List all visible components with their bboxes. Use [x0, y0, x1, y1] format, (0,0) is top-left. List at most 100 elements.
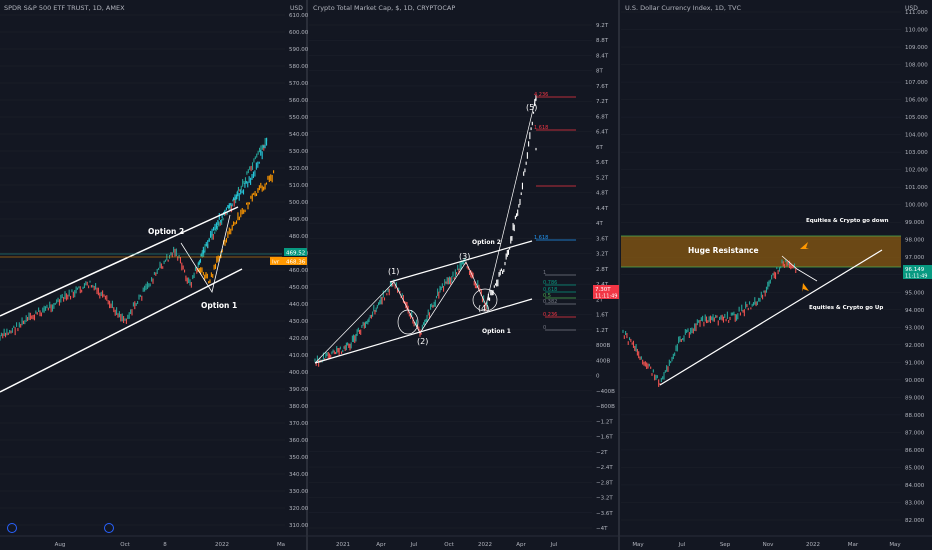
y-tick-label: 8T	[596, 69, 603, 75]
x-tick-label: Nov	[763, 542, 774, 548]
y-tick-label: 6.4T	[596, 130, 609, 136]
price-tag-red: 7.30T 11:11:49	[593, 285, 619, 300]
y-tick-label: 3.6T	[596, 236, 609, 242]
fib-level-label: 1.618	[534, 125, 548, 131]
y-tick-label: 0	[596, 374, 600, 380]
panel-dxy[interactable]: U.S. Dollar Currency Index, 1D, TVC USD …	[621, 4, 932, 548]
y-tick-label: 107.000	[905, 80, 928, 86]
y-tick-label: 101.000	[905, 185, 928, 191]
y-tick-label: 89.000	[905, 395, 925, 401]
x-tick-label: Apr	[376, 542, 386, 548]
fib-level-label: 0.382	[543, 299, 557, 305]
currency-label: USD	[905, 5, 918, 12]
y-tick-label: 450.00	[289, 285, 309, 291]
svg-text:Ivr: Ivr	[272, 260, 280, 266]
y-tick-label: −1.2T	[596, 419, 613, 425]
resistance-zone[interactable]	[621, 236, 901, 267]
x-tick-label: Ma	[277, 542, 285, 548]
y-tick-label: 83.000	[905, 500, 925, 506]
wave-highlight-circle	[472, 288, 498, 312]
y-tick-label: 103.000	[905, 150, 928, 156]
lower-channel-line[interactable]	[0, 268, 243, 393]
y-tick-label: 520.00	[289, 166, 309, 172]
y-tick-label: 480.00	[289, 234, 309, 240]
y-tick-label: 87.000	[905, 430, 925, 436]
clock-icon[interactable]	[7, 523, 17, 533]
x-tick-label: Aug	[55, 542, 66, 548]
annotation-option-2: Option 2	[472, 239, 501, 246]
y-axis[interactable]: 111.000 110.000 109.000 108.000 107.000 106.0…	[621, 10, 928, 524]
y-tick-label: 5.2T	[596, 175, 609, 181]
x-tick-label: Oct	[120, 542, 130, 548]
y-tick-label: 100.000	[905, 203, 928, 209]
x-tick-label: May	[632, 542, 644, 548]
x-tick-label: 2022	[215, 542, 229, 548]
price-tag-green: 96.149 11:11:49	[903, 265, 932, 280]
y-axis[interactable]: 610.00 600.00 590.00 580.00 570.00 560.00 550.…	[0, 13, 309, 529]
fib-level-label: 0.618	[543, 287, 557, 293]
x-axis[interactable]: Aug Oct 8 2022 Ma	[55, 542, 285, 548]
fib-level-label: 1.618	[534, 235, 548, 241]
panel-spy[interactable]: SPDR S&P 500 ETF TRUST, 1D, AMEX USD 610…	[0, 4, 309, 548]
y-tick-label: −800B	[596, 404, 615, 410]
price-series	[0, 137, 275, 341]
panel-title: SPDR S&P 500 ETF TRUST, 1D, AMEX	[4, 4, 125, 12]
y-tick-label: 580.00	[289, 64, 309, 70]
x-axis[interactable]: 2021 Apr Jul Oct 2022 Apr Jul	[336, 542, 558, 548]
y-tick-label: 94.000	[905, 308, 925, 314]
arrow-up-icon	[800, 242, 809, 249]
x-tick-label: Apr	[516, 542, 526, 548]
fib-level-label: 4.236	[534, 92, 548, 98]
fib-level-label: 0.236	[543, 312, 557, 318]
annotation-go-up: Equities & Crypto go Up	[809, 305, 883, 311]
x-tick-label: 2021	[336, 542, 350, 548]
x-tick-label: Jul	[410, 542, 418, 548]
x-tick-label: Oct	[444, 542, 454, 548]
lower-trend-line[interactable]	[314, 298, 533, 364]
svg-text:7.30T: 7.30T	[595, 287, 611, 293]
annotation-go-down: Equities & Crypto go down	[806, 218, 889, 224]
y-tick-label: 590.00	[289, 47, 309, 53]
y-tick-label: 350.00	[289, 455, 309, 461]
y-tick-label: 440.00	[289, 302, 309, 308]
y-tick-label: 88.000	[905, 413, 925, 419]
svg-text:11:11:49: 11:11:49	[595, 294, 617, 300]
y-tick-label: 310.00	[289, 523, 309, 529]
y-tick-label: −3.2T	[596, 496, 613, 502]
y-tick-label: 560.00	[289, 98, 309, 104]
upper-trend-line[interactable]	[389, 240, 533, 283]
y-tick-label: 510.00	[289, 183, 309, 189]
y-tick-label: 92.000	[905, 343, 925, 349]
y-tick-label: 108.000	[905, 63, 928, 69]
elliott-wave-line[interactable]	[314, 96, 537, 364]
y-tick-label: 105.000	[905, 115, 928, 121]
panel-title: Crypto Total Market Cap, $, 1D, CRYPTOCA…	[313, 4, 455, 12]
annotation-option-1: Option 1	[482, 328, 511, 335]
y-tick-label: 84.000	[905, 483, 925, 489]
upper-channel-line[interactable]	[0, 206, 239, 317]
y-tick-label: 360.00	[289, 438, 309, 444]
y-tick-label: 410.00	[289, 353, 309, 359]
svg-text:96.149: 96.149	[905, 267, 925, 273]
x-tick-label: 2022	[478, 542, 492, 548]
y-tick-label: 1.6T	[596, 313, 609, 319]
x-axis[interactable]: May Jul Sep Nov 2022 Mar May	[632, 542, 901, 548]
support-trend-line[interactable]	[659, 249, 883, 386]
x-tick-label: Jul	[678, 542, 686, 548]
wave-label-5: (5)	[526, 103, 537, 112]
projection-line[interactable]	[781, 255, 818, 282]
currency-label: USD	[290, 5, 303, 12]
y-tick-label: 1.2T	[596, 328, 609, 334]
y-axis[interactable]: 9.2T 8.8T 8.4T 8T 7.6T 7.2T 6.8T 6.4T 6T 5.6T 5.2T…	[309, 23, 615, 532]
panel-total-market-cap[interactable]: Crypto Total Market Cap, $, 1D, CRYPTOCA…	[309, 4, 619, 548]
y-tick-label: 111.000	[905, 10, 928, 16]
annotation-option-1: Option 1	[201, 301, 237, 310]
option-path-line[interactable]	[180, 214, 231, 294]
clock-icon[interactable]	[104, 523, 114, 533]
y-tick-label: 460.00	[289, 268, 309, 274]
x-tick-label: Sep	[720, 542, 731, 548]
y-tick-label: −3.6T	[596, 511, 613, 517]
wave-highlight-circle	[397, 309, 419, 335]
